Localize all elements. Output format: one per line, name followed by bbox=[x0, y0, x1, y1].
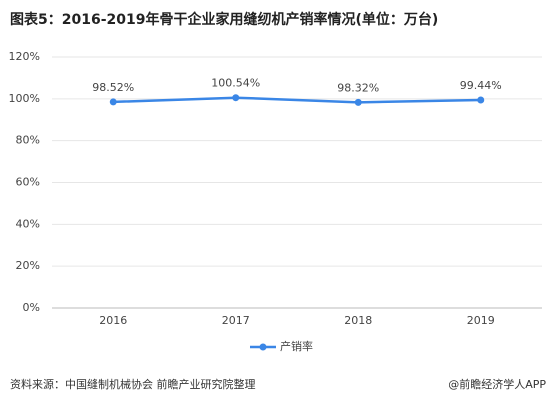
data-point bbox=[354, 98, 362, 106]
data-point bbox=[477, 96, 485, 104]
legend-label: 产销率 bbox=[280, 339, 313, 353]
y-tick-label: 20% bbox=[16, 259, 40, 272]
y-tick-label: 0% bbox=[23, 301, 40, 314]
x-tick-label: 2017 bbox=[222, 314, 250, 327]
y-tick-label: 80% bbox=[16, 134, 40, 147]
x-tick-label: 2016 bbox=[99, 314, 127, 327]
legend-marker bbox=[259, 343, 267, 351]
data-label: 100.54% bbox=[211, 77, 260, 90]
credit: @前瞻经济学人APP bbox=[448, 377, 546, 391]
y-tick-label: 100% bbox=[9, 92, 40, 105]
data-label: 98.32% bbox=[337, 81, 379, 94]
y-tick-label: 40% bbox=[16, 217, 40, 230]
x-tick-label: 2018 bbox=[344, 314, 372, 327]
data-label: 99.44% bbox=[460, 79, 502, 92]
data-label: 98.52% bbox=[92, 81, 134, 94]
data-point bbox=[109, 98, 117, 106]
chart-title: 图表5：2016-2019年骨干企业家用缝纫机产销率情况(单位：万台) bbox=[10, 11, 438, 28]
source: 资料来源：中国缝制机械协会 前瞻产业研究院整理 bbox=[10, 377, 256, 391]
y-tick-label: 60% bbox=[16, 176, 40, 189]
data-point bbox=[232, 94, 240, 102]
y-tick-label: 120% bbox=[9, 50, 40, 63]
data-line bbox=[113, 96, 481, 104]
x-tick-label: 2019 bbox=[467, 314, 495, 327]
